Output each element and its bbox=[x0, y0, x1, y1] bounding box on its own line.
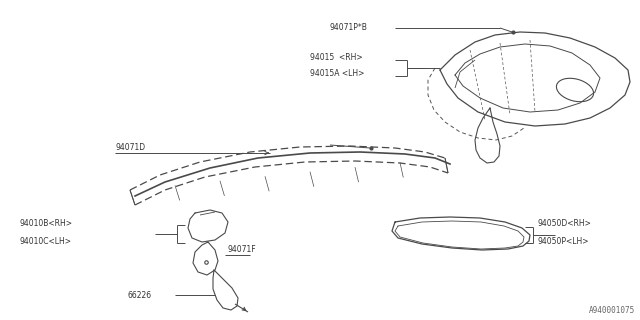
Text: 94050P<LH>: 94050P<LH> bbox=[537, 237, 589, 246]
Text: 66226: 66226 bbox=[128, 291, 152, 300]
Text: 94015  <RH>: 94015 <RH> bbox=[310, 53, 363, 62]
Text: 94071D: 94071D bbox=[115, 143, 145, 153]
Text: 94071P*B: 94071P*B bbox=[330, 23, 368, 33]
Text: 94071F: 94071F bbox=[228, 245, 257, 254]
Text: 94010C<LH>: 94010C<LH> bbox=[20, 236, 72, 245]
Text: 94050D<RH>: 94050D<RH> bbox=[537, 220, 591, 228]
Text: A940001075: A940001075 bbox=[589, 306, 635, 315]
Text: 94015A <LH>: 94015A <LH> bbox=[310, 69, 364, 78]
Text: 94010B<RH>: 94010B<RH> bbox=[20, 219, 73, 228]
